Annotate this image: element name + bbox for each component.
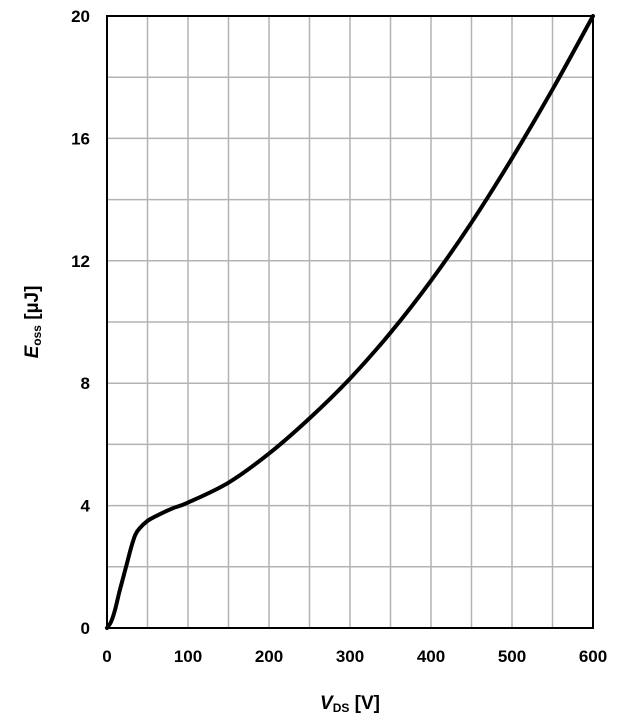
- eoss-curve: [105, 14, 595, 630]
- grid: [107, 16, 593, 628]
- y-tick-label: 20: [71, 7, 90, 26]
- x-tick-label: 300: [336, 647, 364, 666]
- x-tick-labels: 0 100 200 300 400 500 600: [102, 647, 607, 666]
- plot-frame: [106, 15, 594, 629]
- x-axis-label-unit: [V]: [349, 693, 380, 714]
- x-tick-label: 600: [579, 647, 607, 666]
- y-tick-label: 0: [81, 619, 90, 638]
- y-axis-label-sub: oss: [30, 325, 44, 346]
- y-axis-label-unit: [µJ]: [22, 286, 43, 325]
- y-axis-label-main: E: [22, 344, 43, 358]
- x-axis-label-main: V: [320, 693, 334, 714]
- y-tick-labels: 0 4 8 12 16 20: [71, 7, 90, 638]
- x-tick-label: 500: [498, 647, 526, 666]
- y-axis-label: Eoss [µJ]: [22, 286, 44, 359]
- x-tick-label: 200: [255, 647, 283, 666]
- y-tick-label: 4: [81, 497, 91, 516]
- y-tick-label: 16: [71, 129, 90, 148]
- x-axis-label-sub: DS: [333, 701, 350, 715]
- x-tick-label: 100: [174, 647, 202, 666]
- x-tick-label: 400: [417, 647, 445, 666]
- y-tick-label: 12: [71, 252, 90, 271]
- x-axis-label: VDS [V]: [320, 693, 380, 715]
- x-tick-label: 0: [102, 647, 111, 666]
- y-tick-label: 8: [81, 374, 90, 393]
